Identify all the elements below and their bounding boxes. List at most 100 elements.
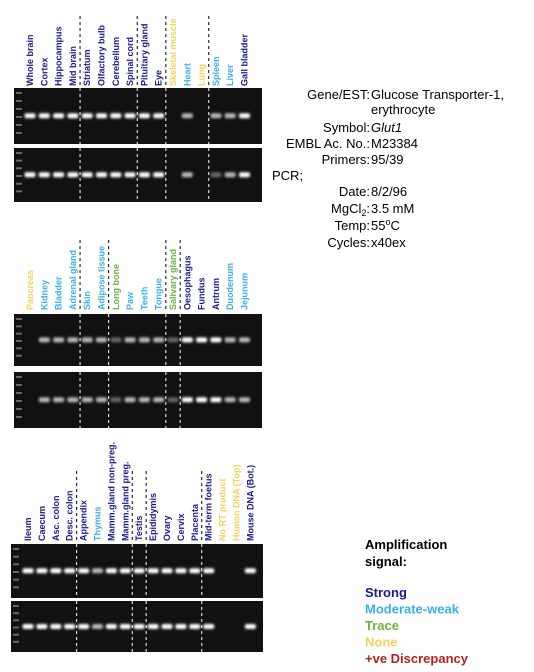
gel-band [24,113,36,119]
gel-band [81,172,93,178]
gel-band [50,568,62,574]
ladder-band [13,563,19,566]
ladder-band [13,586,19,589]
ladder-band [16,325,22,328]
info-label: MgCl [331,201,361,216]
legend-item: Moderate-weak [365,602,460,617]
gel-band [81,397,93,403]
gel-band [189,568,201,574]
gel-band [175,568,187,574]
lane-label: Long bone [111,264,121,310]
lane-label: Pancreas [25,270,35,310]
gel-band [124,172,136,178]
lane-label: Thymus [93,506,103,541]
info-label: Temp: [335,218,370,233]
info-value: 8/2/96 [371,184,407,199]
legend-item: None [365,635,398,650]
ladder-band [16,340,22,342]
gel-band [167,397,179,403]
gel-band [181,397,193,403]
legend-item: Strong [365,585,407,600]
ladder-band [16,175,22,177]
gel-band [196,337,208,343]
lane-label: Whole brain [25,35,35,87]
gel-band [138,172,150,178]
lane-label: Testis [134,516,144,541]
ladder-band [13,578,19,581]
gel-band [196,397,208,403]
ladder-band [13,633,19,636]
gel-band [133,623,145,629]
lane-label: Kidney [39,280,49,310]
legend-item: Trace [365,618,399,633]
ladder-band [13,619,19,622]
gel-band [22,623,34,629]
info-label: PCR; [272,168,303,183]
ladder-band [16,190,22,193]
gel-band [161,623,173,629]
gel-band [105,623,117,629]
lane-label: Fundus [197,278,207,311]
lane-label: Spleen [211,56,221,86]
gel-band [153,397,165,403]
lane-label: No RT product [218,479,228,542]
legend-title: Amplification [365,537,447,552]
gel-band [210,397,222,403]
info-value: Glucose Transporter-1, [371,87,504,102]
gel-band [53,113,65,119]
gel-band [50,623,62,629]
lane-label: Appendix [79,500,89,541]
info-value: x40ex [371,235,406,250]
lane-label: Epididymis [148,493,158,541]
ladder-band [13,555,19,558]
gel-band [110,337,122,343]
gel-band [38,113,50,119]
gel-band [38,337,50,343]
gel-band [147,623,159,629]
ladder-band [16,152,22,154]
info-label: Date: [339,184,370,199]
legend: Amplification signal: [365,537,447,569]
lane-label: Hippocampus [54,26,64,86]
lane-label: Striatum [82,49,92,86]
info-label: Gene/EST: [307,87,370,102]
superscript: o [385,217,390,227]
lane-label: Asc. colon [51,495,61,541]
gel-band [22,568,34,574]
info-value: 55oC [371,217,400,233]
gel-band [244,568,256,574]
gel-band [161,568,173,574]
info-value: Glut1 [371,120,402,135]
gel-band [67,397,79,403]
info-value: C [390,218,399,233]
lane-label: Eye [154,70,164,86]
ladder-band [16,92,22,94]
gel-band [138,397,150,403]
gel-band [189,623,201,629]
info-label: Cycles: [327,235,370,250]
lane-label: Pituitary gland [139,23,149,86]
gel-band [110,397,122,403]
lane-label: Desc. colon [65,490,75,541]
lane-label: Spinal cord [125,37,135,86]
gel-band [110,113,122,119]
gel-band [181,113,193,119]
info-value: 95/39 [371,152,404,167]
info-label: : [366,201,370,216]
gel-band [224,397,236,403]
lane-label: Mid-term foetus [204,474,214,542]
lane-label: Lung [197,64,207,86]
info-label: Symbol: [323,120,370,135]
gel-band [210,113,222,119]
lane-label: Mouse DNA (Bot.) [245,465,255,541]
gel-band [78,623,90,629]
gel-band [78,568,90,574]
lane-label: Bladder [54,276,64,310]
lane-label: Cerebellum [111,37,121,86]
ladder-band [16,116,22,118]
gel-band [53,337,65,343]
gel-band [210,337,222,343]
gel-band [67,113,79,119]
ladder-band [16,159,22,162]
lane-label: Teeth [139,287,149,310]
